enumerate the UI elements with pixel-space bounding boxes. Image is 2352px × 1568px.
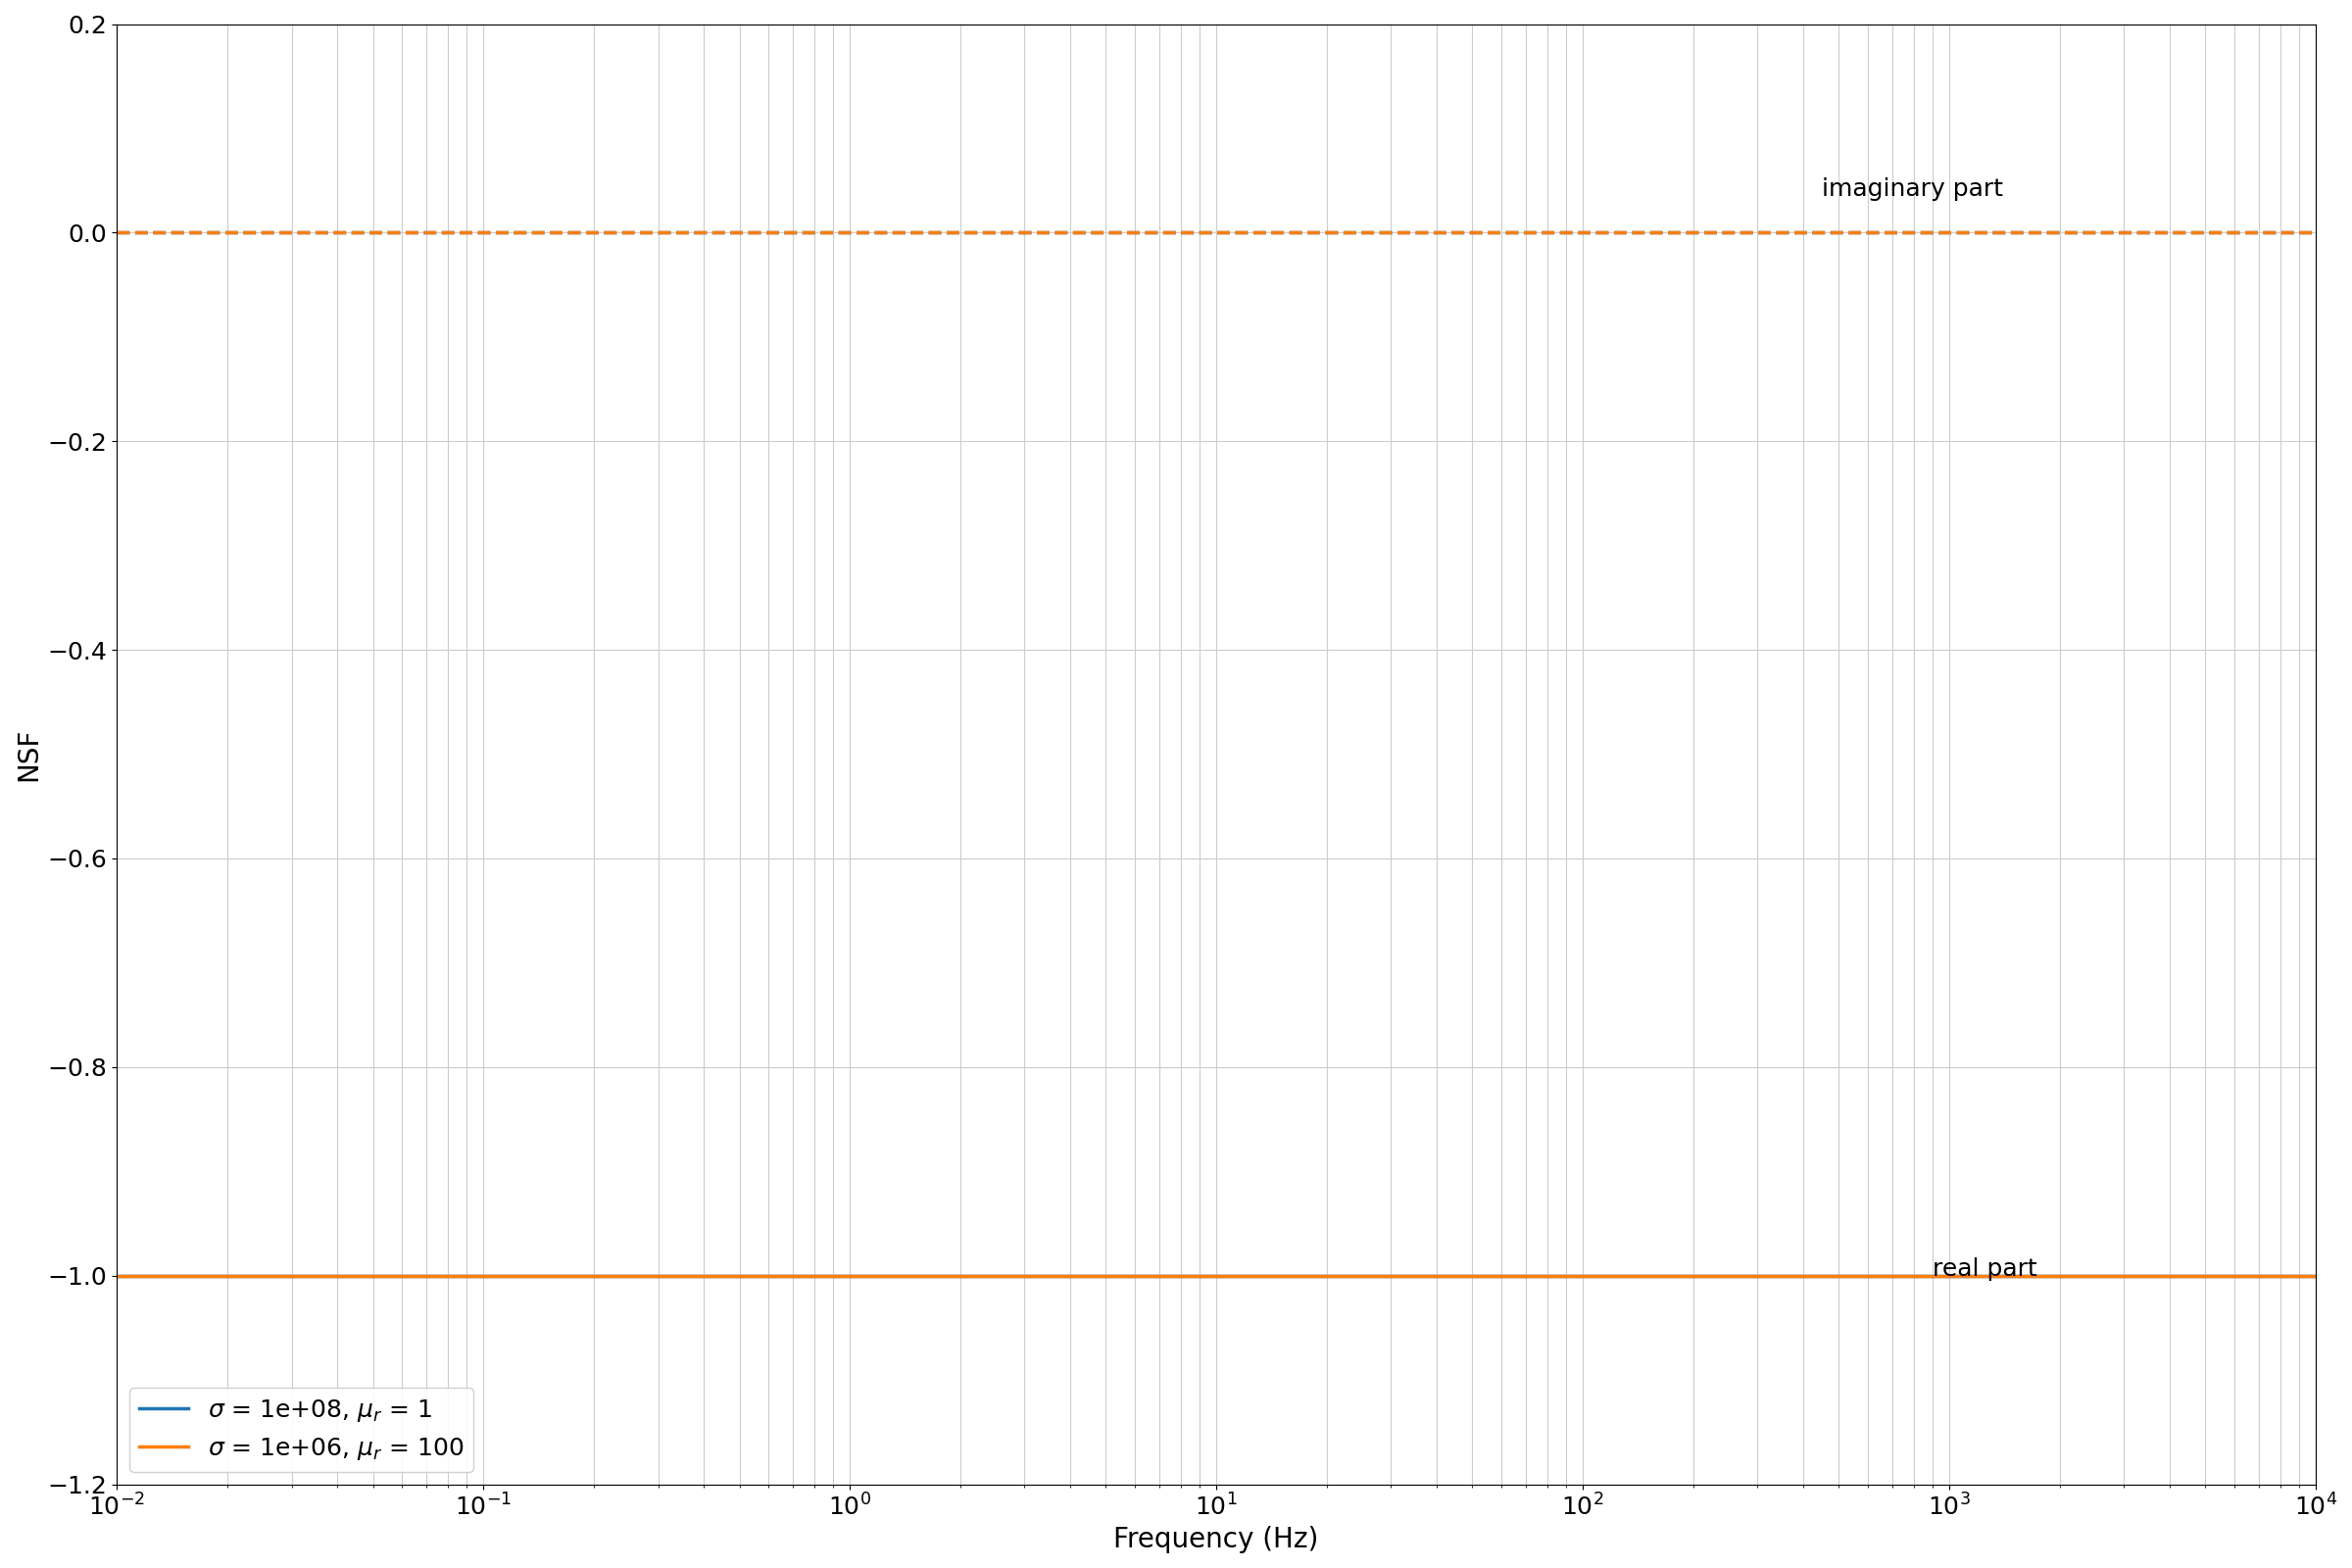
X-axis label: Frequency (Hz): Frequency (Hz) bbox=[1112, 1526, 1319, 1554]
Text: real part: real part bbox=[1933, 1258, 2037, 1281]
Y-axis label: NSF: NSF bbox=[14, 728, 42, 781]
Legend: $\sigma$ = 1e+08, $\mu_r$ = 1, $\sigma$ = 1e+06, $\mu_r$ = 100: $\sigma$ = 1e+08, $\mu_r$ = 1, $\sigma$ … bbox=[129, 1388, 473, 1472]
Text: imaginary part: imaginary part bbox=[1823, 177, 2004, 201]
